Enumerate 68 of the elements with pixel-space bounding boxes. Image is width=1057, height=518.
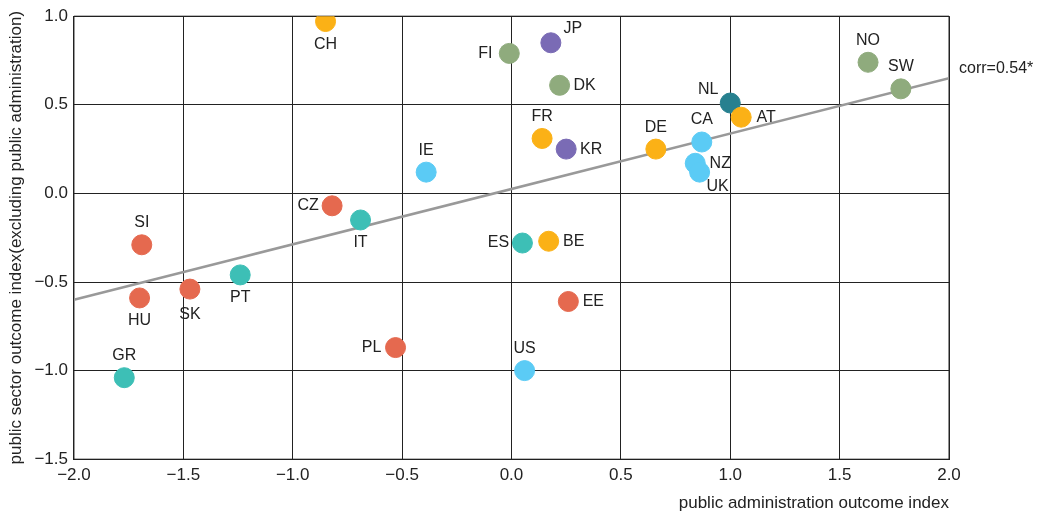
point xyxy=(555,138,577,160)
annotation: SI xyxy=(134,213,150,231)
annotation: NL xyxy=(698,80,719,98)
point xyxy=(557,290,579,312)
annotation: NO xyxy=(856,30,881,48)
annotation: IT xyxy=(353,233,368,251)
annotation: PT xyxy=(229,288,251,306)
point xyxy=(730,106,752,128)
point xyxy=(179,278,201,300)
point xyxy=(645,138,667,160)
point xyxy=(511,232,533,254)
x-tick-label: −2.0 xyxy=(57,465,91,485)
annotation: JP xyxy=(563,19,583,37)
annotation: US xyxy=(513,339,536,357)
x-tick-label: 0.0 xyxy=(499,465,524,485)
annotation: BE xyxy=(563,231,585,249)
annotation: KR xyxy=(580,139,603,157)
x-tick-label: 1.5 xyxy=(827,465,852,485)
point xyxy=(549,74,571,96)
x-tick-label: 1.0 xyxy=(718,465,743,485)
point xyxy=(514,360,536,382)
y-tick-label: −1.5 xyxy=(34,448,68,468)
point xyxy=(540,32,562,54)
point xyxy=(321,195,343,217)
point xyxy=(890,78,912,100)
y-tick-label: 0.5 xyxy=(44,94,68,114)
x-tick-label: −0.5 xyxy=(385,465,419,485)
annotation: FI xyxy=(478,43,493,61)
y-tick-label: −0.5 xyxy=(34,271,68,291)
annotation: CZ xyxy=(297,196,319,214)
annotation: ES xyxy=(487,233,510,251)
point xyxy=(113,367,135,389)
y-axis-title: public sector outcome index(excluding public administration) xyxy=(5,10,25,465)
annotation: HU xyxy=(128,311,152,329)
annotation: PL xyxy=(361,337,382,355)
x-tick-label: 2.0 xyxy=(937,465,961,485)
annotation: UK xyxy=(706,176,730,194)
point xyxy=(131,234,153,256)
point xyxy=(691,131,713,153)
annotation: corr=0.54* xyxy=(959,58,1034,76)
point xyxy=(129,287,151,309)
point xyxy=(350,209,372,231)
annotation: DK xyxy=(573,75,597,93)
x-tick-label: −1.0 xyxy=(275,465,310,485)
x-tick-label: −1.5 xyxy=(166,465,201,485)
point xyxy=(385,337,407,359)
annotation: CH xyxy=(313,34,338,52)
annotation: FR xyxy=(531,106,553,124)
x-tick-label: 0.5 xyxy=(609,465,633,485)
annotation: NZ xyxy=(709,153,732,171)
point xyxy=(498,42,520,64)
y-tick-label: 1.0 xyxy=(44,5,68,25)
annotation: DE xyxy=(644,117,667,135)
y-tick-label: −1.0 xyxy=(34,360,68,380)
annotation: GR xyxy=(112,346,137,364)
annotation: CA xyxy=(690,110,714,128)
annotation: EE xyxy=(582,291,605,309)
point xyxy=(857,51,879,73)
y-tick-label: 0.0 xyxy=(44,183,68,203)
x-axis-title: public administration outcome index xyxy=(678,493,950,513)
point xyxy=(538,230,560,252)
point xyxy=(229,264,251,286)
annotation: SW xyxy=(887,57,915,75)
annotation: AT xyxy=(756,107,777,125)
annotation: IE xyxy=(418,140,434,158)
point xyxy=(415,161,437,183)
point xyxy=(531,127,553,149)
point xyxy=(719,92,741,114)
